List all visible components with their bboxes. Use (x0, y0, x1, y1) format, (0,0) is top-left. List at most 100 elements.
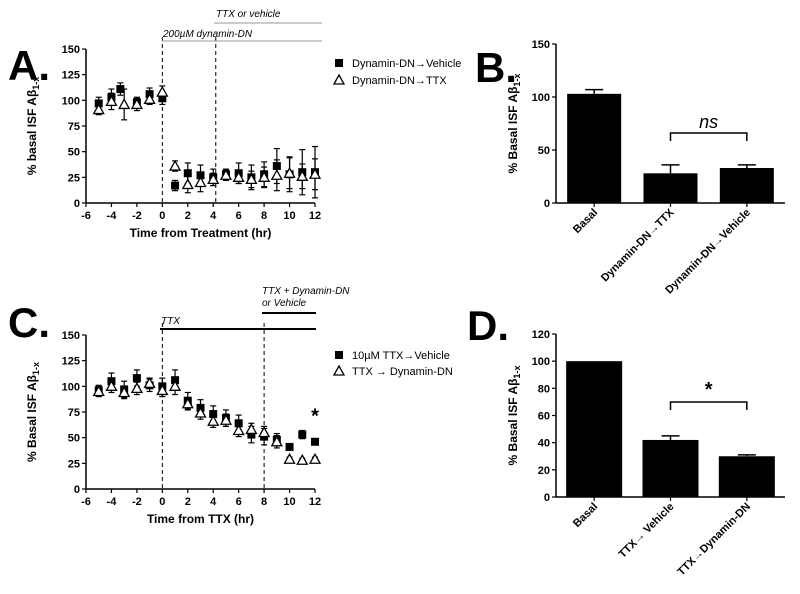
legend-label: Dynamin-DN→TTX (352, 75, 447, 87)
y-tick-label: 50 (68, 433, 80, 445)
y-tick-label: 100 (62, 381, 80, 393)
y-tick-label: 0 (544, 198, 550, 210)
data-point-triangle (156, 85, 169, 97)
x-tick-label: 6 (236, 210, 242, 222)
y-axis-title: % Basal ISF Aβ1-x (506, 74, 522, 174)
category-label: Dynamin-DN→TTX (599, 206, 677, 284)
x-tick-label: -6 (81, 210, 91, 222)
y-tick-label: 100 (532, 356, 550, 368)
bar (642, 439, 699, 497)
panel-letter-b: B. (475, 44, 517, 91)
y-tick-label: 25 (68, 172, 80, 184)
x-tick-label: 8 (261, 210, 267, 222)
data-point-triangle (130, 98, 143, 110)
annotation-ttx-or-vehicle: TTX or vehicle (216, 9, 281, 20)
data-point-triangle (219, 413, 233, 425)
y-tick-label: 125 (62, 70, 80, 82)
data-point-triangle (232, 170, 245, 182)
x-tick-label: 8 (261, 496, 267, 508)
legend-marker-square (335, 59, 343, 67)
y-tick-label: 0 (544, 492, 550, 504)
significance-bracket (669, 401, 748, 410)
category-label: TTX→ Vehicle (617, 501, 677, 561)
y-tick-label: 150 (62, 330, 80, 342)
data-point-triangle (143, 376, 156, 388)
data-point-square (209, 410, 218, 419)
legend-label: TTX → Dynamin-DN (352, 366, 453, 378)
y-tick-label: 100 (62, 95, 80, 107)
y-tick-label: 80 (538, 383, 550, 395)
bar (643, 173, 698, 203)
data-point-triangle (156, 384, 169, 396)
data-point-triangle (308, 167, 322, 179)
data-point-square (234, 419, 243, 428)
data-point-triangle (105, 379, 118, 391)
data-point-triangle (258, 426, 271, 438)
data-point-square (183, 169, 192, 178)
data-point-triangle (118, 386, 131, 398)
data-point-triangle (219, 168, 233, 180)
category-label: TTX→Dynamin-DN (675, 501, 753, 579)
data-point-triangle (270, 435, 283, 447)
data-point-triangle (245, 423, 258, 435)
data-point-triangle (258, 170, 271, 182)
bar (719, 168, 774, 203)
y-tick-label: 120 (532, 329, 550, 341)
x-tick-label: 2 (185, 210, 191, 222)
data-point-square (132, 374, 141, 383)
data-point-square (285, 442, 294, 451)
bar (567, 93, 622, 203)
y-axis-title: % Basal ISF Aβ1-x (25, 362, 41, 462)
data-point-triangle (296, 169, 309, 181)
annotation-ttx: TTX (161, 316, 180, 327)
data-point-triangle (283, 166, 296, 178)
x-tick-label: 2 (185, 496, 191, 508)
significance-bracket (669, 132, 748, 141)
y-tick-label: 0 (74, 484, 80, 496)
category-label: Basal (571, 207, 600, 236)
data-point-square (298, 430, 307, 439)
y-tick-label: 75 (68, 407, 80, 419)
y-tick-label: 50 (68, 147, 80, 159)
x-tick-label: 12 (309, 210, 321, 222)
significance-label: * (705, 379, 713, 401)
x-axis-title: Time from Treatment (hr) (130, 226, 272, 240)
data-point-triangle (168, 379, 182, 391)
category-label: Dynamin-DN→Vehicle (663, 207, 753, 297)
significance-star: * (311, 405, 319, 427)
data-point-triangle (245, 173, 258, 185)
panel-letter-a: A. (8, 42, 50, 89)
panel-d: 0 20 40 60 80 100 120 Basal TTX→ VehicleTTX→Dyna… (532, 329, 785, 578)
legend-marker-triangle (332, 73, 346, 85)
x-tick-label: 0 (159, 210, 165, 222)
x-tick-label: 12 (309, 496, 321, 508)
annotation-or-vehicle: or Vehicle (262, 298, 307, 309)
annotation-ttx-dynamin: TTX + Dynamin-DN (262, 286, 350, 297)
panel-letter-d: D. (467, 302, 509, 349)
data-point-triangle (92, 103, 105, 115)
data-point-triangle (207, 173, 220, 185)
data-point-triangle (194, 176, 207, 188)
x-tick-label: 10 (283, 210, 295, 222)
panel-a: 0 25 50 75 100 125 150 -6 -4 -2 0 2 4 6 8 10 12 Time from… (62, 9, 462, 240)
x-tick-label: 6 (236, 496, 242, 508)
y-tick-label: 150 (62, 44, 80, 56)
panel-c: 0 25 50 75 100 125 150 -6 -4 -2 0 2 4 6 8 10 12 Time from… (62, 286, 453, 526)
data-point-triangle (270, 168, 283, 180)
y-tick-label: 60 (538, 411, 550, 423)
y-tick-label: 125 (62, 356, 80, 368)
data-point-triangle (130, 382, 143, 394)
panel-letter-c: C. (8, 299, 50, 346)
y-axis-title: % basal ISF Aβ1-x (25, 77, 41, 176)
legend-label: Dynamin-DN→Vehicle (352, 58, 461, 70)
data-point-triangle (181, 178, 194, 190)
data-point-square (116, 85, 125, 94)
data-point-triangle (168, 159, 182, 171)
significance-label: ns (699, 112, 718, 132)
data-point-triangle (92, 385, 105, 397)
category-label: Basal (571, 501, 600, 530)
legend-marker-square (335, 351, 343, 359)
bar (718, 456, 775, 497)
x-tick-label: -2 (132, 496, 142, 508)
